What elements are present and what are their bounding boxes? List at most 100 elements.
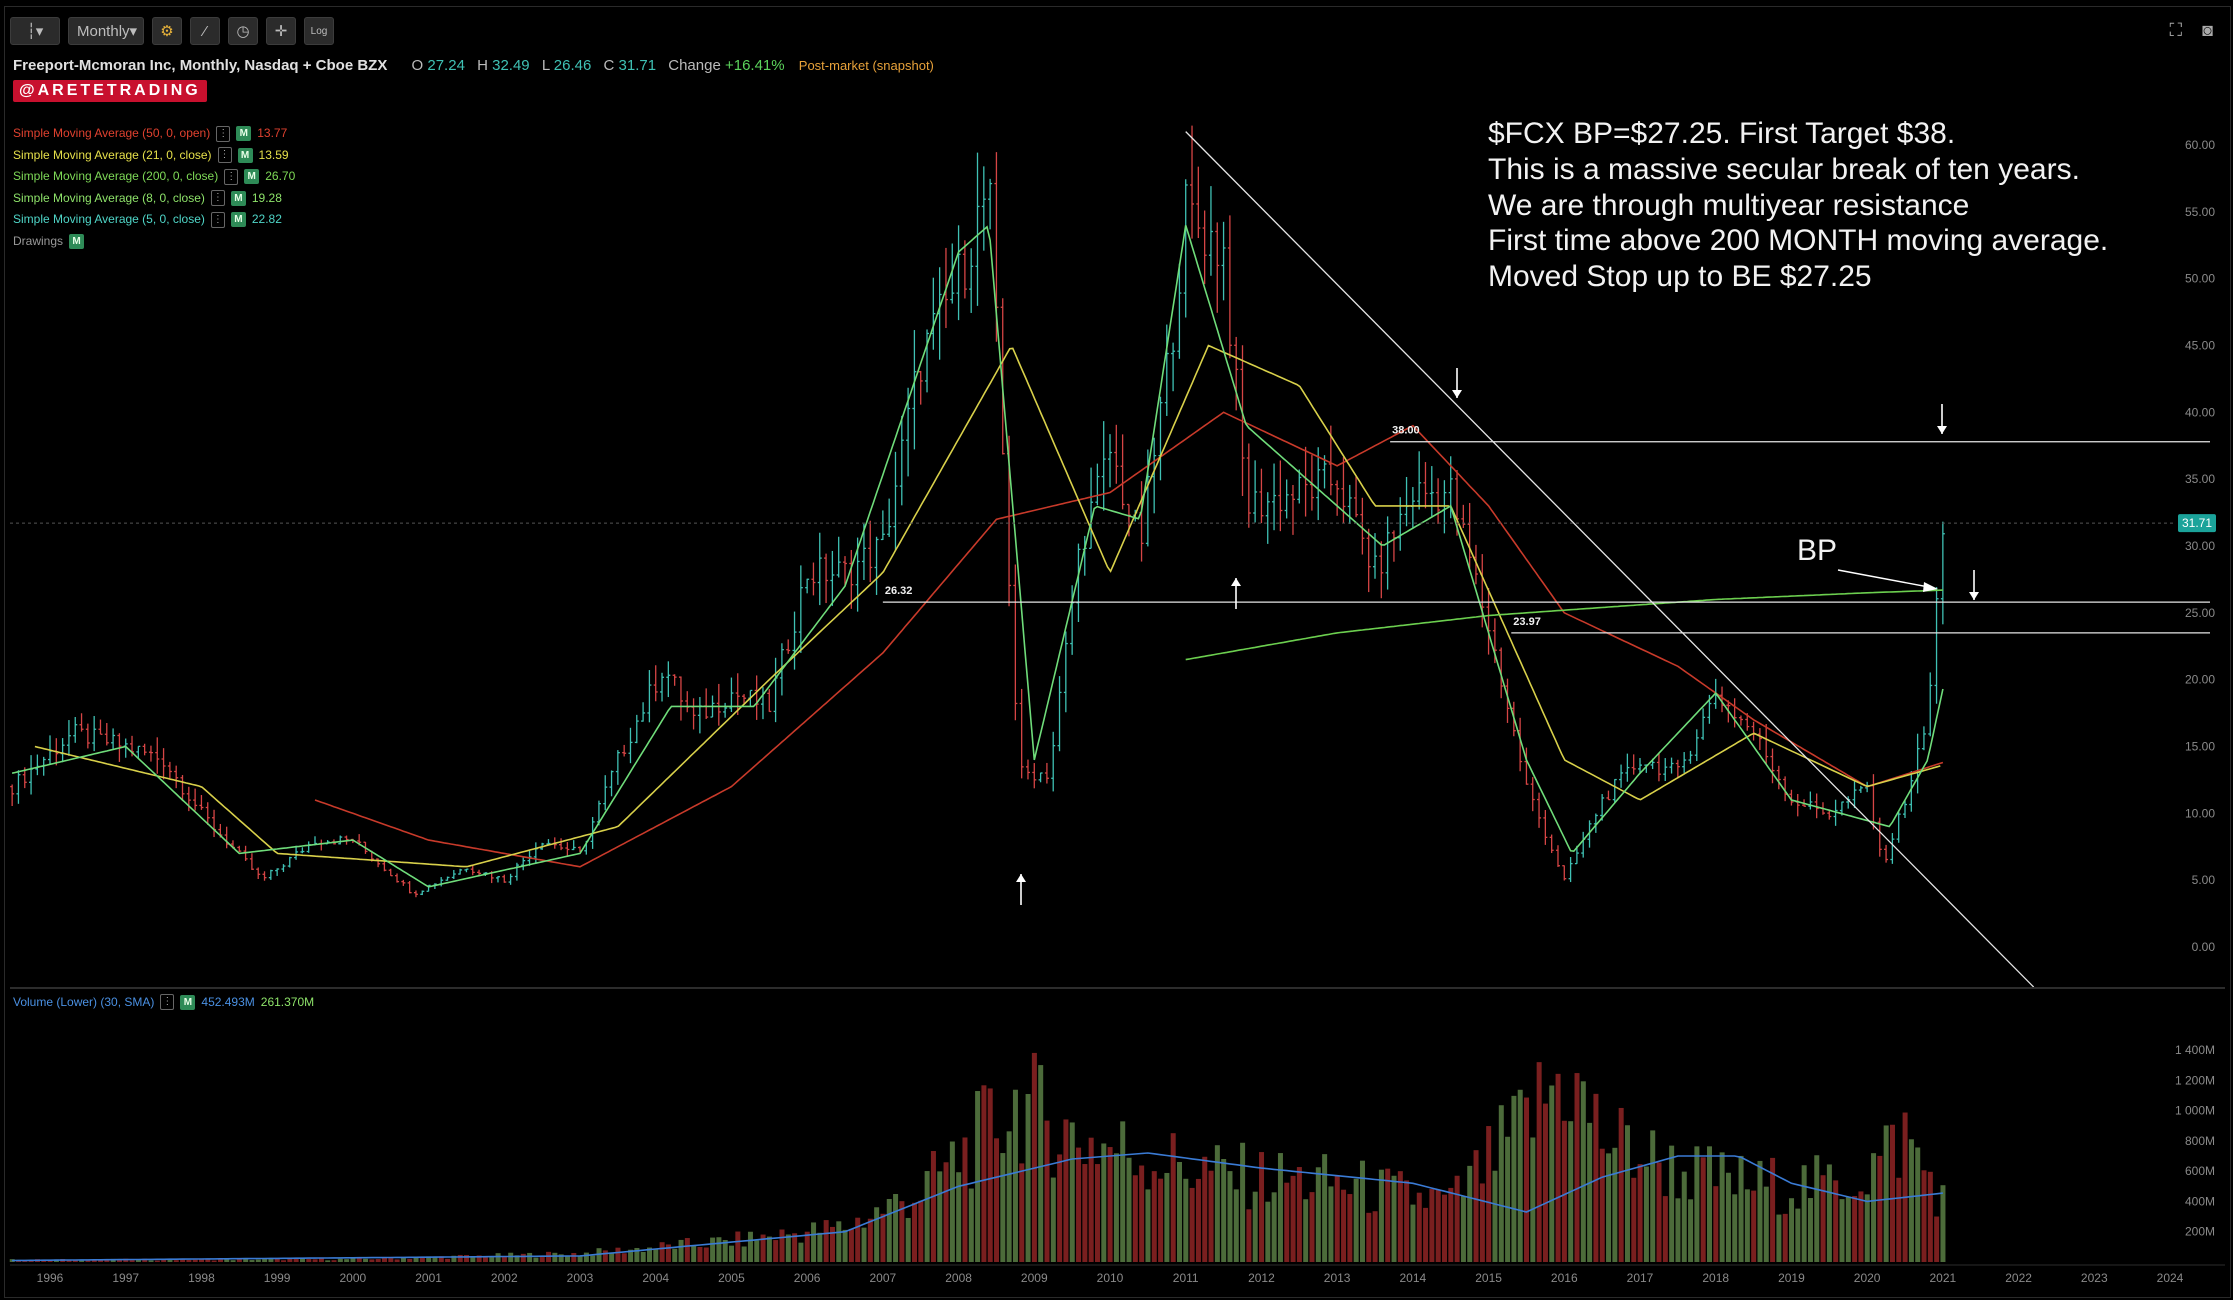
volume-bar — [363, 1258, 369, 1262]
expand-icon[interactable]: ⛶ — [2169, 20, 2183, 40]
volume-bar — [615, 1247, 621, 1262]
volume-bar — [621, 1253, 627, 1262]
volume-bar — [1820, 1175, 1826, 1262]
volume-bar — [1221, 1158, 1227, 1262]
volume-bar — [1725, 1172, 1731, 1262]
volume-bar — [470, 1256, 476, 1262]
time-tick-label: 2000 — [340, 1271, 367, 1285]
change-value: +16.41% — [724, 57, 785, 74]
volume-bar — [1132, 1175, 1138, 1262]
bar-chart-icon: ┆▾ — [26, 23, 44, 40]
volume-bar — [1126, 1157, 1132, 1262]
study-sma50[interactable]: Simple Moving Average (50, 0, open) ⋮ M … — [13, 125, 288, 142]
volume-tick-label: 800M — [2185, 1134, 2215, 1148]
volume-bar — [1940, 1185, 1946, 1262]
volume-bar — [1688, 1199, 1694, 1262]
volume-bar — [893, 1194, 899, 1262]
volume-bar — [1826, 1164, 1832, 1262]
volume-bar — [1397, 1171, 1403, 1262]
toolbar: ┆▾ Monthly ▾ ⚙ ⁄ ◷ ✛ Log — [10, 14, 334, 48]
volume-bar — [1498, 1105, 1504, 1262]
high-value: 32.49 — [492, 57, 530, 74]
volume-bar — [306, 1259, 312, 1262]
study-menu-icon[interactable]: ⋮ — [210, 190, 225, 207]
volume-bar — [1593, 1093, 1599, 1262]
volume-bar — [287, 1258, 293, 1262]
study-sma5[interactable]: Simple Moving Average (5, 0, close) ⋮ M … — [13, 211, 282, 228]
volume-bar — [678, 1239, 684, 1262]
brand-tag: @ARETETRADING — [13, 80, 207, 102]
volume-bar — [451, 1255, 457, 1262]
volume-bar — [438, 1256, 444, 1262]
volume-tick-label: 600M — [2185, 1164, 2215, 1178]
time-button[interactable]: ◷ — [228, 17, 258, 45]
last-price-text: 31.71 — [2182, 516, 2212, 530]
drawing-tool-button[interactable]: ⁄ — [190, 17, 220, 45]
volume-bar — [937, 1171, 943, 1262]
volume-bar — [1460, 1196, 1466, 1262]
annotation-line: Moved Stop up to BE $27.25 — [1488, 260, 1872, 294]
volume-bar — [1063, 1119, 1069, 1262]
time-tick-label: 2003 — [567, 1271, 594, 1285]
volume-bar — [394, 1259, 400, 1262]
study-menu-icon[interactable]: ⋮ — [210, 211, 225, 228]
volume-bar — [400, 1257, 406, 1262]
bar-style-dropdown[interactable]: ┆▾ — [10, 17, 60, 45]
volume-bar — [211, 1260, 217, 1262]
volume-bar — [829, 1226, 835, 1262]
volume-bar — [1858, 1191, 1864, 1262]
volume-bar — [564, 1256, 570, 1262]
time-tick-label: 2015 — [1475, 1271, 1502, 1285]
volume-bar — [22, 1260, 28, 1262]
study-menu-icon[interactable]: ⋮ — [217, 147, 232, 164]
volume-bar — [413, 1257, 419, 1262]
volume-bar — [855, 1217, 861, 1262]
volume-bar — [1675, 1198, 1681, 1262]
volume-bar — [665, 1244, 671, 1262]
timeframe-dropdown[interactable]: Monthly ▾ — [68, 17, 144, 45]
volume-bar — [1416, 1192, 1422, 1262]
volume-tick-label: 1 200M — [2175, 1073, 2215, 1087]
volume-bar — [1069, 1122, 1075, 1262]
volume-bar — [1511, 1095, 1517, 1262]
volume-bar — [880, 1213, 886, 1262]
price-tick-label: 35.00 — [2185, 472, 2215, 486]
camera-icon[interactable]: ◙ — [2202, 20, 2213, 40]
annotation-line: We are through multiyear resistance — [1488, 188, 1970, 222]
volume-bar — [640, 1251, 646, 1262]
volume-bar — [192, 1259, 198, 1262]
volume-bar — [419, 1256, 425, 1262]
volume-bar — [930, 1151, 936, 1262]
price-tick-label: 40.00 — [2185, 405, 2215, 419]
study-menu-icon[interactable]: ⋮ — [160, 994, 175, 1010]
volume-bar — [1606, 1153, 1612, 1262]
volume-bar — [899, 1201, 905, 1262]
volume-bar — [243, 1258, 249, 1262]
volume-bar — [1252, 1191, 1258, 1262]
volume-bar — [943, 1162, 949, 1262]
volume-bar — [1486, 1126, 1492, 1262]
study-sma8[interactable]: Simple Moving Average (8, 0, close) ⋮ M … — [13, 190, 282, 207]
log-scale-button[interactable]: Log — [304, 17, 334, 45]
time-tick-label: 1999 — [264, 1271, 291, 1285]
drawings-row[interactable]: Drawings M — [13, 231, 295, 253]
volume-bar — [508, 1252, 514, 1262]
price-tick-label: 45.00 — [2185, 339, 2215, 353]
annotation-line: First time above 200 MONTH moving averag… — [1488, 224, 2109, 258]
study-sma21[interactable]: Simple Moving Average (21, 0, close) ⋮ M… — [13, 147, 289, 164]
study-sma200[interactable]: Simple Moving Average (200, 0, close) ⋮ … — [13, 168, 296, 185]
study-menu-icon[interactable]: ⋮ — [216, 125, 231, 142]
time-tick-label: 2002 — [491, 1271, 518, 1285]
volume-bar — [1921, 1170, 1927, 1262]
volume-bar — [230, 1260, 236, 1262]
volume-bar — [1896, 1177, 1902, 1262]
crosshair-button[interactable]: ✛ — [266, 17, 296, 45]
settings-button[interactable]: ⚙ — [152, 17, 182, 45]
volume-bar — [1587, 1122, 1593, 1262]
volume-bar — [760, 1234, 766, 1262]
volume-bar — [186, 1259, 192, 1262]
trendline — [1185, 131, 2035, 988]
study-menu-icon[interactable]: ⋮ — [224, 168, 239, 185]
volume-bar — [628, 1249, 634, 1262]
